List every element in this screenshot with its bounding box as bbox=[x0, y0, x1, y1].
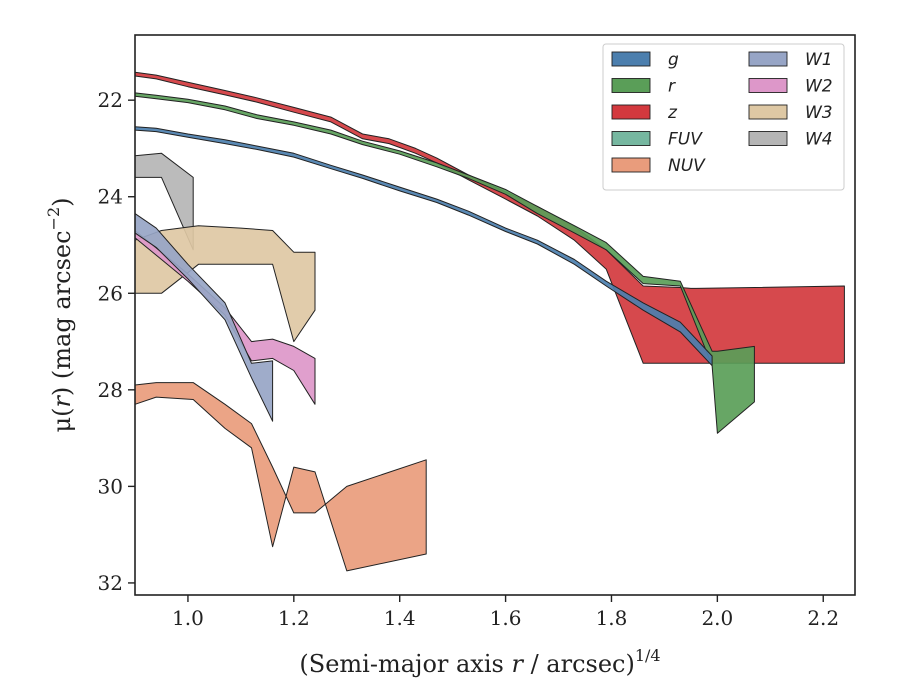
legend: grz FUV NUV W1 W2 W3 W4 bbox=[602, 43, 845, 191]
y-tick-label: 26 bbox=[98, 281, 123, 305]
legend-label-fuv: FUV bbox=[668, 130, 703, 150]
x-tick-label: 1.6 bbox=[490, 606, 522, 630]
y-tick-label: 32 bbox=[98, 571, 123, 595]
chart-series-areas bbox=[134, 71, 845, 572]
legend-swatch-fuv bbox=[611, 131, 651, 146]
x-tick-label: 1.8 bbox=[596, 606, 628, 630]
band-nuv bbox=[134, 382, 427, 572]
legend-swatch-w3 bbox=[748, 104, 788, 120]
x-tick-label: 1.0 bbox=[172, 606, 204, 630]
legend-label-z: z bbox=[667, 103, 678, 123]
plot-frame bbox=[134, 34, 856, 596]
band-r bbox=[134, 92, 755, 434]
x-tick-label: 1.4 bbox=[384, 606, 416, 630]
x-axis-ticks: 1.0 1.2 1.4 1.6 1.8 2.0 2.2 bbox=[172, 595, 839, 630]
x-tick-label: 2.0 bbox=[701, 606, 733, 630]
legend-label-w4: W4 bbox=[805, 130, 833, 150]
legend-label-w3: W3 bbox=[805, 103, 833, 123]
legend-label-r: r bbox=[668, 77, 676, 97]
band-z bbox=[134, 71, 845, 364]
x-axis-label: (Semi-major axis r / arcsec)1/4 bbox=[299, 646, 660, 678]
x-tick-label: 1.2 bbox=[278, 606, 310, 630]
y-tick-label: 22 bbox=[98, 88, 123, 112]
legend-swatch-z bbox=[611, 104, 651, 120]
legend-swatch-w1 bbox=[748, 51, 788, 67]
y-axis-ticks: 22 24 26 28 30 32 bbox=[98, 88, 135, 595]
legend-swatch-g bbox=[611, 51, 651, 67]
band-g bbox=[134, 126, 713, 367]
y-axis-label: μ(r) (mag arcsec−2) bbox=[44, 197, 76, 432]
legend-label-g: g bbox=[668, 50, 679, 70]
legend-label-w1: W1 bbox=[805, 50, 833, 70]
legend-swatch-w4 bbox=[748, 131, 788, 146]
y-tick-label: 30 bbox=[98, 474, 123, 498]
band-w1 bbox=[134, 213, 274, 422]
x-tick-label: 2.2 bbox=[807, 606, 839, 630]
y-tick-label: 28 bbox=[98, 378, 123, 402]
y-tick-label: 24 bbox=[98, 185, 123, 209]
legend-swatch-nuv bbox=[611, 157, 651, 173]
legend-label-w2: W2 bbox=[805, 77, 833, 97]
legend-swatch-r bbox=[611, 78, 651, 93]
legend-label-nuv: NUV bbox=[668, 156, 706, 176]
legend-swatch-w2 bbox=[748, 78, 788, 93]
